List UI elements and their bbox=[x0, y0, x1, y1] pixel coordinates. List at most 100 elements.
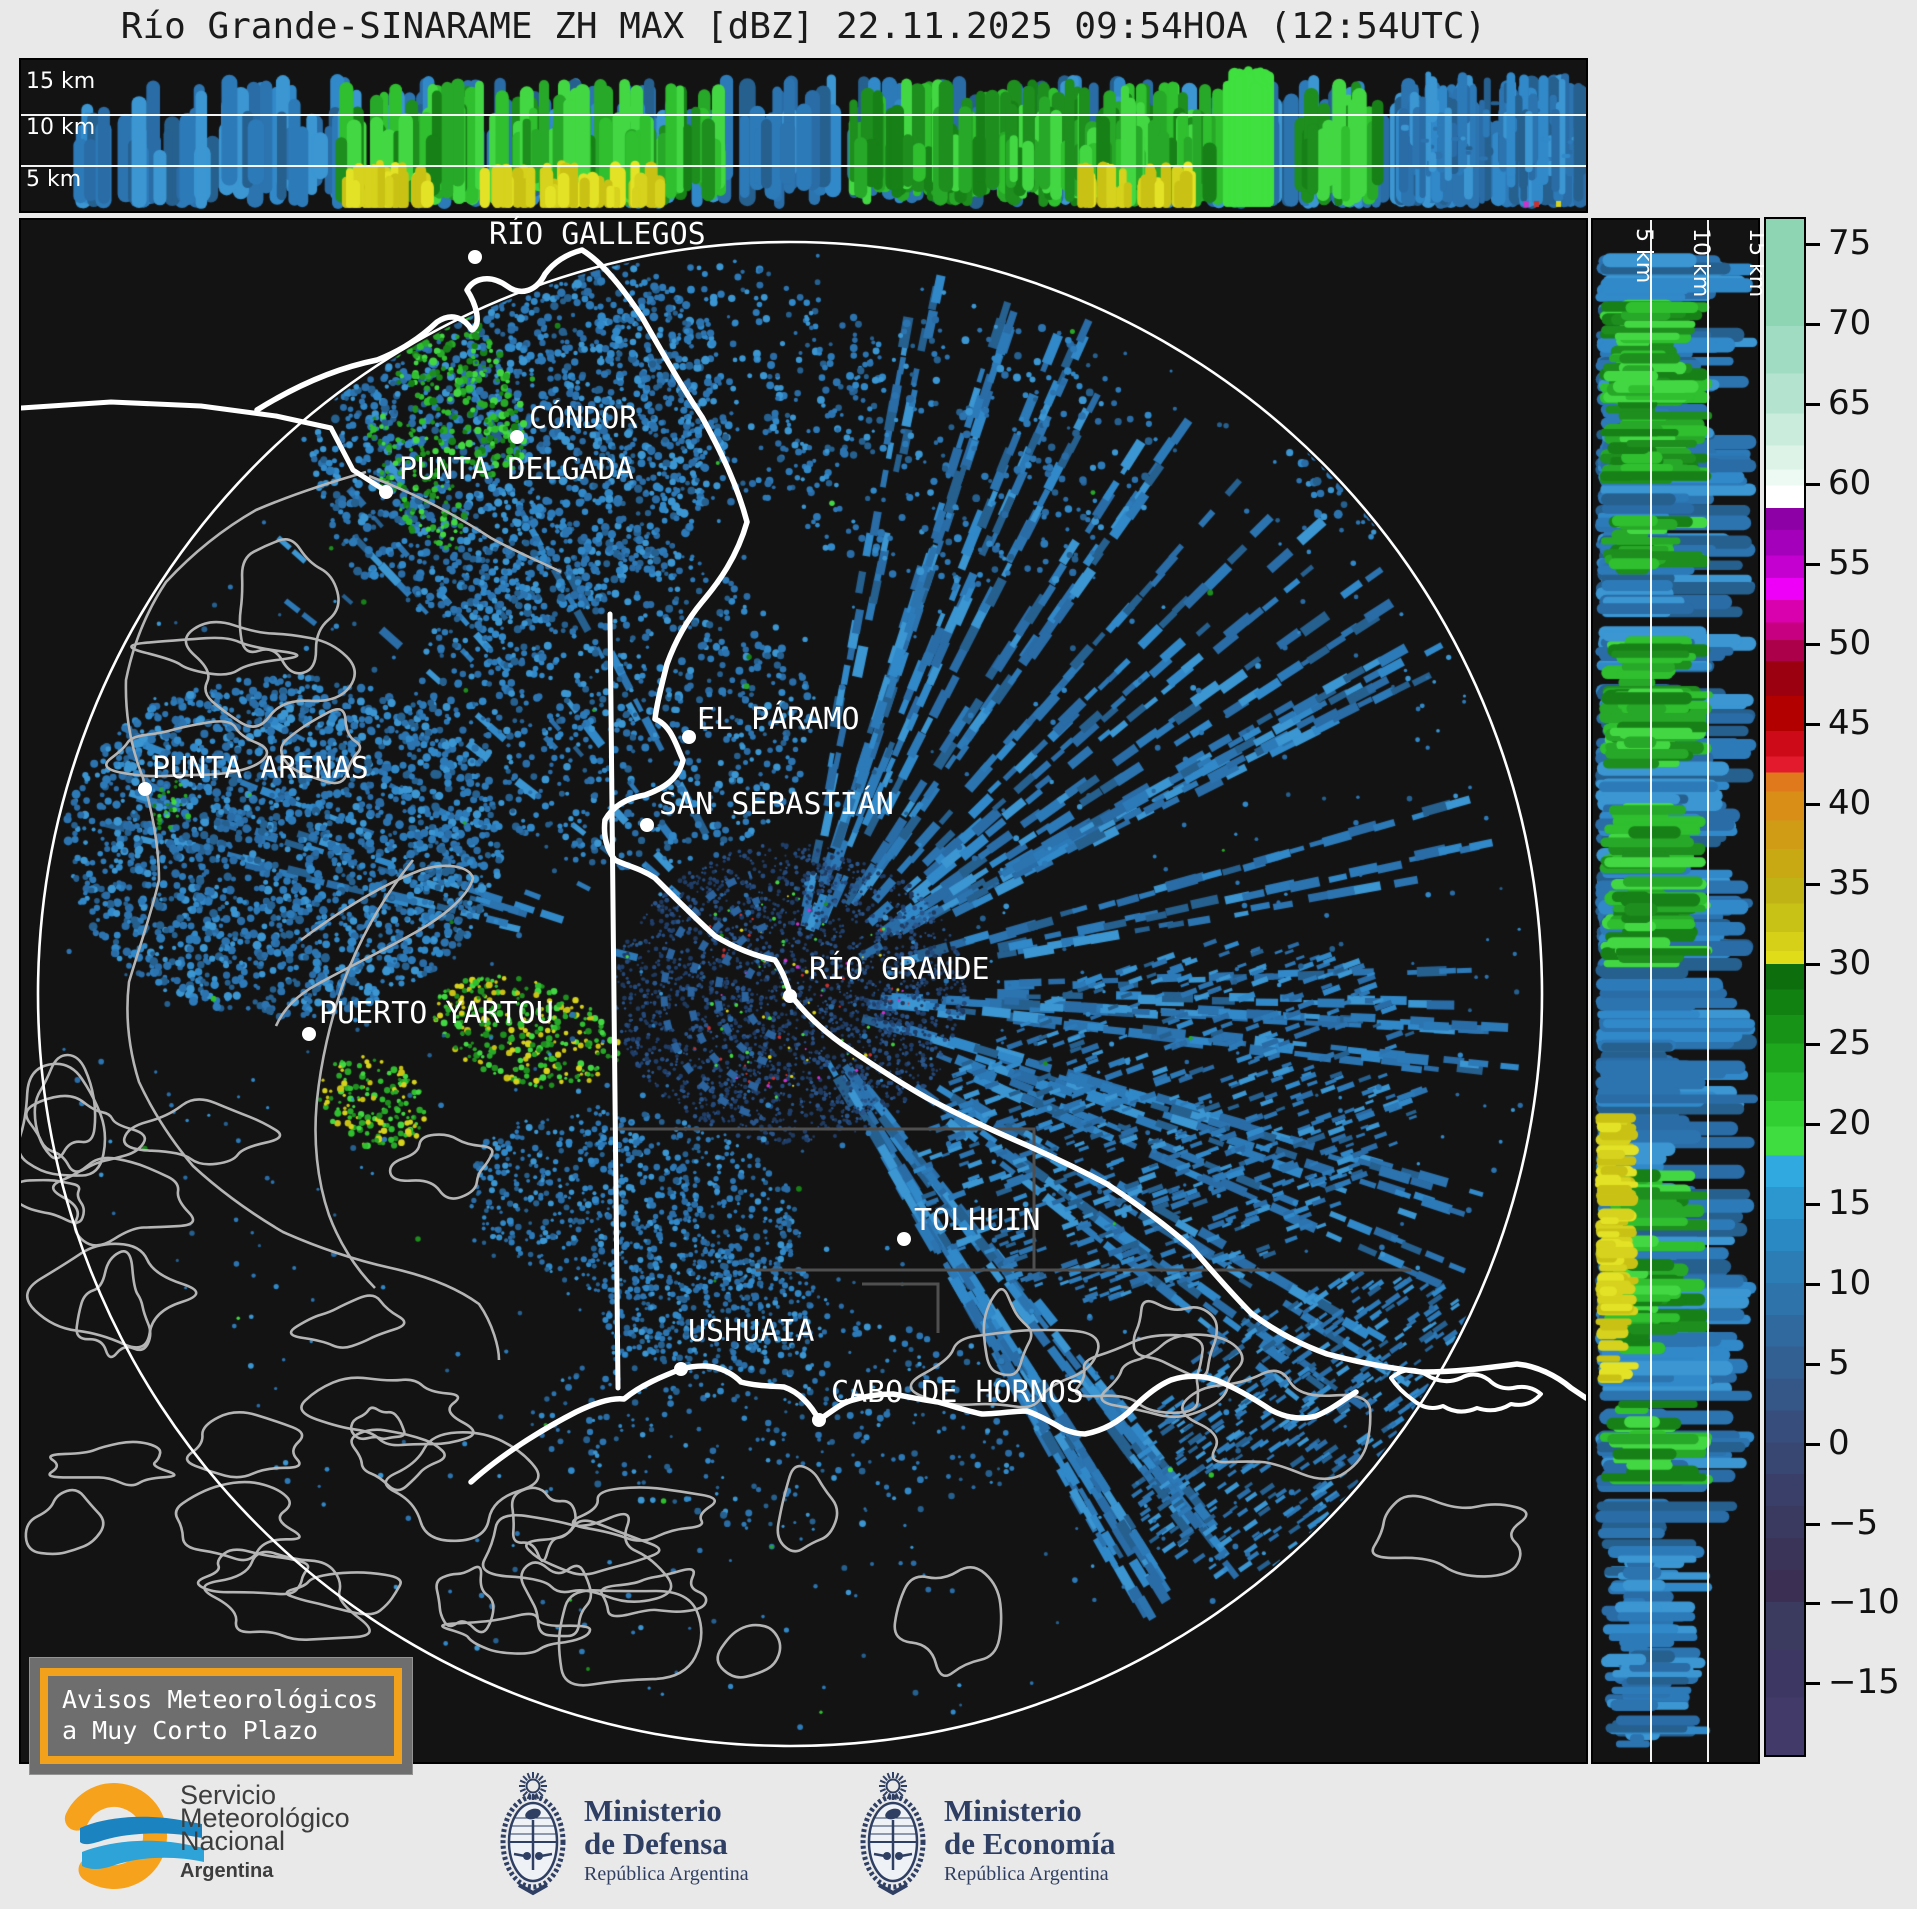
island-outline bbox=[26, 1242, 198, 1349]
warning-line-1: Avisos Meteorológicos bbox=[62, 1685, 379, 1714]
colorbar-tick-label: −5 bbox=[1828, 1502, 1879, 1543]
city-label: PUNTA ARENAS bbox=[152, 751, 369, 786]
island-outline bbox=[174, 1480, 301, 1562]
island-outline bbox=[24, 1488, 105, 1556]
range-ring bbox=[36, 240, 1544, 1748]
height-gridline bbox=[21, 165, 1586, 167]
colorbar-tick-label: −15 bbox=[1828, 1662, 1900, 1703]
height-label: 5 km bbox=[26, 167, 82, 192]
colorbar-tick-label: 10 bbox=[1828, 1262, 1872, 1303]
island-outline bbox=[1371, 1494, 1528, 1578]
coastline-white bbox=[21, 247, 1586, 1485]
top-cross-section-canvas bbox=[21, 60, 1586, 211]
colorbar-tick bbox=[1806, 403, 1820, 407]
island-outline bbox=[776, 1464, 839, 1553]
island-outline bbox=[1132, 1299, 1219, 1379]
island-outline bbox=[349, 1406, 406, 1441]
economia-line-2: de Economía bbox=[944, 1826, 1116, 1861]
colorbar-tick-label: 35 bbox=[1828, 862, 1872, 903]
city-label: SAN SEBASTIÁN bbox=[659, 787, 894, 822]
island-outline bbox=[285, 1571, 402, 1616]
height-gridline bbox=[1707, 220, 1709, 1762]
colorbar-tick-label: 60 bbox=[1828, 463, 1872, 504]
colorbar-tick bbox=[1806, 1522, 1820, 1526]
colorbar-tick bbox=[1806, 642, 1820, 646]
island-outline bbox=[184, 620, 356, 728]
coat-of-arms-defensa-icon bbox=[500, 1772, 566, 1896]
island-outline bbox=[909, 1328, 1100, 1409]
island-outline bbox=[289, 1294, 406, 1349]
colorbar-tick-label: 30 bbox=[1828, 942, 1872, 983]
right-cross-section-panel: 5 km 10 km 15 km bbox=[1591, 218, 1769, 1764]
city-label: RÍO GALLEGOS bbox=[489, 217, 706, 252]
colorbar-tick-label: 45 bbox=[1828, 702, 1872, 743]
defensa-line-1: Ministerio bbox=[584, 1793, 722, 1828]
economia-line-1: Ministerio bbox=[944, 1793, 1082, 1828]
city-dot bbox=[302, 1027, 316, 1041]
colorbar-tick bbox=[1806, 323, 1820, 327]
city-label: PUERTO YARTOU bbox=[319, 996, 554, 1031]
island-outline bbox=[600, 1568, 708, 1618]
island-outline bbox=[1181, 1369, 1372, 1481]
colorbar-tick bbox=[1806, 483, 1820, 487]
city-dot bbox=[674, 1362, 688, 1376]
colorbar-tick-label: 0 bbox=[1828, 1422, 1850, 1463]
smn-country: Argentina bbox=[180, 1860, 274, 1882]
height-gridline bbox=[1650, 220, 1652, 1762]
city-dot bbox=[897, 1232, 911, 1246]
island-outline bbox=[122, 1098, 282, 1166]
colorbar-tick-label: 65 bbox=[1828, 383, 1872, 424]
city-dot bbox=[783, 989, 797, 1003]
city-label: RÍO GRANDE bbox=[809, 952, 990, 987]
colorbar-tick bbox=[1806, 1282, 1820, 1286]
island-outline bbox=[21, 1062, 107, 1177]
fjord-islands-gray bbox=[21, 538, 1528, 1687]
height-label: 10 km bbox=[26, 115, 96, 140]
colorbar-tick bbox=[1806, 1362, 1820, 1366]
island-outline bbox=[893, 1566, 1003, 1677]
city-label: PUNTA DELGADA bbox=[399, 452, 634, 487]
colorbar-tick bbox=[1806, 962, 1820, 966]
island-outline bbox=[525, 1519, 661, 1576]
ministerio-defensa-text: Ministerio de Defensa República Argentin… bbox=[584, 1794, 749, 1886]
reflectivity-canvas bbox=[21, 220, 1586, 1762]
island-outline bbox=[196, 1548, 310, 1596]
colorbar-tick bbox=[1806, 722, 1820, 726]
page-title: Río Grande-SINARAME ZH MAX [dBZ] 22.11.2… bbox=[120, 6, 1487, 47]
island-outline bbox=[435, 1565, 495, 1634]
border-transect-line bbox=[607, 611, 621, 1391]
island-outline bbox=[51, 1156, 195, 1247]
defensa-sub: República Argentina bbox=[584, 1863, 749, 1885]
colorbar bbox=[1764, 217, 1806, 1757]
colorbar-tick-label: 70 bbox=[1828, 303, 1872, 344]
island-outline bbox=[571, 1486, 716, 1542]
colorbar-tick bbox=[1806, 1122, 1820, 1126]
coastline-gray bbox=[124, 470, 562, 1361]
height-label: 5 km bbox=[1631, 228, 1656, 284]
ministerio-economia-text: Ministerio de Economía República Argenti… bbox=[944, 1794, 1115, 1886]
city-label: USHUAIA bbox=[688, 1314, 815, 1349]
top-cross-section-panel: 15 km 10 km 5 km bbox=[19, 58, 1588, 213]
radar-map-panel: RÍO GALLEGOS CÓNDOR PUNTA DELGADA EL PÁRAMO… bbox=[19, 217, 1588, 1775]
colorbar-tick-label: 50 bbox=[1828, 622, 1872, 663]
island-outline bbox=[130, 636, 299, 676]
island-outline bbox=[105, 720, 269, 778]
island-outline bbox=[300, 1376, 475, 1447]
island-outline bbox=[185, 1411, 304, 1479]
city-dot bbox=[510, 430, 524, 444]
height-gridline bbox=[21, 114, 1586, 116]
colorbar-tick-label: 40 bbox=[1828, 782, 1872, 823]
colorbar-tick-label: −10 bbox=[1828, 1582, 1900, 1623]
island-outline bbox=[238, 538, 340, 675]
colorbar-tick-label: 5 bbox=[1828, 1342, 1850, 1383]
colorbar-tick bbox=[1806, 802, 1820, 806]
city-label: EL PÁRAMO bbox=[697, 702, 860, 737]
coat-of-arms-economia-icon bbox=[860, 1772, 926, 1896]
island-outline bbox=[716, 1623, 782, 1679]
colorbar-tick bbox=[1806, 1202, 1820, 1206]
warning-box[interactable]: Avisos Meteorológicos a Muy Corto Plazo bbox=[29, 1657, 414, 1775]
economia-sub: República Argentina bbox=[944, 1863, 1109, 1885]
smn-line-3: Nacional bbox=[180, 1826, 286, 1856]
city-dot bbox=[468, 250, 482, 264]
